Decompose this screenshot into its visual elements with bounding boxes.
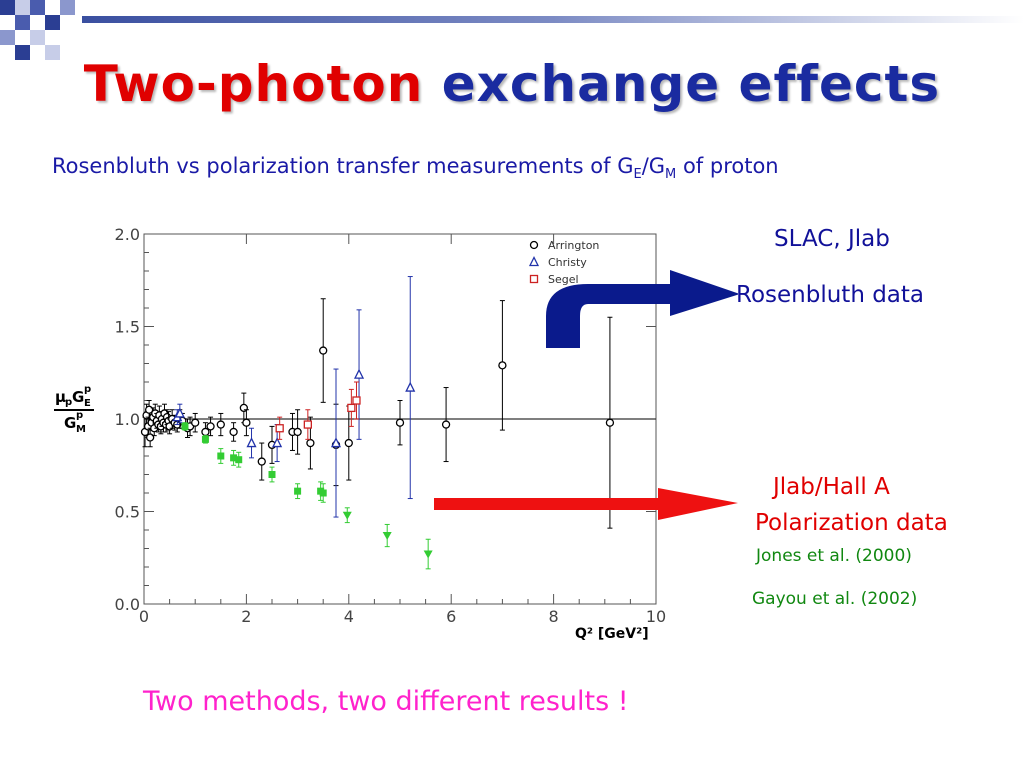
marker-triangle: [405, 381, 416, 392]
y-label-p3: p: [76, 410, 83, 421]
subtitle-sub-e: E: [633, 167, 642, 183]
marker-circle: [206, 422, 215, 431]
marker-circle: [191, 418, 200, 427]
marker-triangle-down: [382, 532, 392, 541]
marker-triangle: [246, 437, 257, 448]
marker-square-filled: [201, 435, 209, 443]
slide-title: Two-photon exchange effects: [0, 55, 1024, 113]
series-christy: [172, 276, 416, 518]
marker-triangle: [353, 368, 365, 379]
marker-circle: [605, 418, 615, 427]
marker-triangle: [330, 437, 342, 448]
marker-circle: [257, 457, 266, 466]
marker-circle: [498, 361, 507, 370]
x-tick-label: 6: [446, 607, 456, 626]
y-tick-label: 0.5: [115, 503, 140, 522]
marker-circle: [293, 427, 302, 437]
series-square-filled: [181, 422, 327, 503]
label-rosenbluth-data: Rosenbluth data: [736, 282, 925, 308]
subtitle-prefix: Rosenbluth vs polarization transfer meas…: [52, 154, 634, 178]
y-label-p1: p: [65, 397, 72, 408]
marker-square-filled: [294, 487, 302, 495]
y-label-g1: G: [72, 388, 84, 406]
x-tick-label: 10: [646, 607, 666, 626]
x-tick-label: 0: [139, 607, 149, 626]
slide-subtitle: Rosenbluth vs polarization transfer meas…: [52, 154, 779, 182]
y-label-mu: μ: [55, 388, 66, 406]
marker-square-filled: [319, 489, 327, 497]
marker-square: [529, 274, 539, 284]
marker-square-filled: [181, 422, 189, 430]
marker-circle: [319, 346, 328, 355]
legend-entry: Arrington: [548, 239, 599, 252]
label-polarization-data: Polarization data: [755, 510, 948, 536]
y-tick-label: 1.0: [115, 410, 140, 429]
data-points: [140, 276, 615, 570]
marker-circle: [242, 418, 251, 427]
y-tick-label: 1.5: [115, 318, 140, 337]
marker-triangle: [272, 437, 283, 448]
rosenbluth-arrow: [546, 270, 740, 348]
y-tick-label: 0.0: [115, 595, 140, 614]
marker-square: [303, 420, 312, 429]
series-segel: [275, 381, 361, 440]
marker-triangle: [174, 407, 185, 418]
marker-square-filled: [268, 471, 276, 478]
form-factor-ratio-chart: 0 2 4 6 8 10 0.0 0.5 1.0 1.5 2.0 Arrington Christy S…: [54, 225, 740, 642]
marker-circle: [145, 433, 155, 442]
subtitle-sub-m: M: [665, 167, 677, 183]
plot-panel: 0 2 4 6 8 10 0.0 0.5 1.0 1.5 2.0 Arrington Christy S…: [40, 212, 740, 674]
polarization-arrow: [434, 488, 738, 520]
y-axis-label: μ p G p E G p M: [54, 384, 94, 435]
marker-circle: [395, 418, 405, 427]
subtitle-suffix: of proton: [676, 154, 779, 178]
y-tick-label: 2.0: [115, 225, 140, 244]
marker-circle: [229, 427, 238, 437]
marker-triangle-down: [423, 550, 433, 559]
marker-circle: [344, 438, 353, 448]
marker-circle: [529, 240, 539, 250]
marker-square: [352, 396, 361, 405]
legend-entry: Christy: [548, 256, 587, 269]
label-gayou-ref: Gayou et al. (2002): [752, 589, 918, 609]
series-triangle-down-filled: [342, 507, 433, 570]
marker-circle: [441, 420, 451, 429]
x-axis-label: Q² [GeV²]: [575, 626, 649, 642]
marker-square: [347, 403, 356, 413]
label-jones-ref: Jones et al. (2000): [756, 546, 912, 566]
x-tick-label: 8: [549, 607, 559, 626]
y-label-m: M: [76, 424, 86, 435]
legend-entry: Segel: [548, 273, 579, 286]
y-label-p2: p: [84, 384, 91, 395]
marker-triangle-down: [342, 511, 352, 520]
y-label-e: E: [84, 398, 91, 409]
marker-square: [275, 424, 284, 433]
series-arrington: [140, 298, 615, 529]
marker-circle: [306, 438, 315, 448]
x-tick-label: 4: [344, 607, 354, 626]
legend: Arrington Christy Segel: [528, 239, 599, 286]
marker-square-filled: [235, 456, 243, 464]
subtitle-slash: /G: [641, 154, 666, 178]
marker-circle: [216, 420, 225, 429]
header-rule: [82, 16, 1024, 23]
axis-ticks: 0 2 4 6 8 10 0.0 0.5 1.0 1.5 2.0: [115, 225, 667, 626]
bottom-caption: Two methods, two different results !: [143, 686, 629, 717]
title-part-blue: exchange effects: [441, 55, 941, 113]
x-tick-label: 2: [241, 607, 251, 626]
label-slac-jlab: SLAC, Jlab: [774, 226, 890, 252]
title-part-red: Two-photon: [83, 55, 424, 113]
label-jlab-hall-a: Jlab/Hall A: [773, 474, 890, 500]
y-label-g2: G: [64, 414, 76, 432]
marker-triangle: [528, 256, 540, 267]
corner-decoration: [0, 0, 80, 70]
marker-square-filled: [230, 454, 238, 462]
marker-square-filled: [217, 452, 225, 460]
